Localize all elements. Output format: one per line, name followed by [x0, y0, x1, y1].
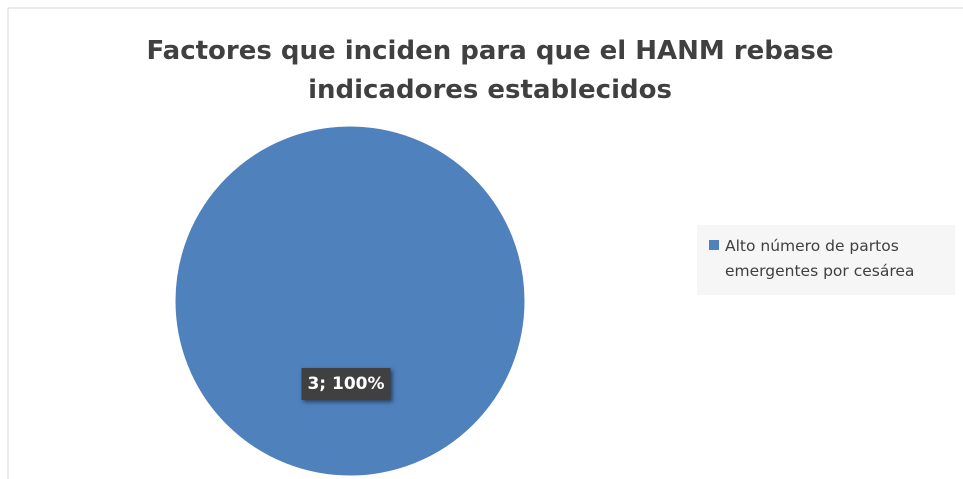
data-label: 3; 100% — [301, 368, 391, 400]
legend-label: Alto número de partos emergentes por ces… — [725, 237, 915, 280]
legend: Alto número de partos emergentes por ces… — [697, 225, 955, 295]
legend-swatch — [709, 240, 719, 250]
chart-title: Factores que inciden para que el HANM re… — [146, 36, 834, 105]
pie-slice — [174, 125, 526, 477]
